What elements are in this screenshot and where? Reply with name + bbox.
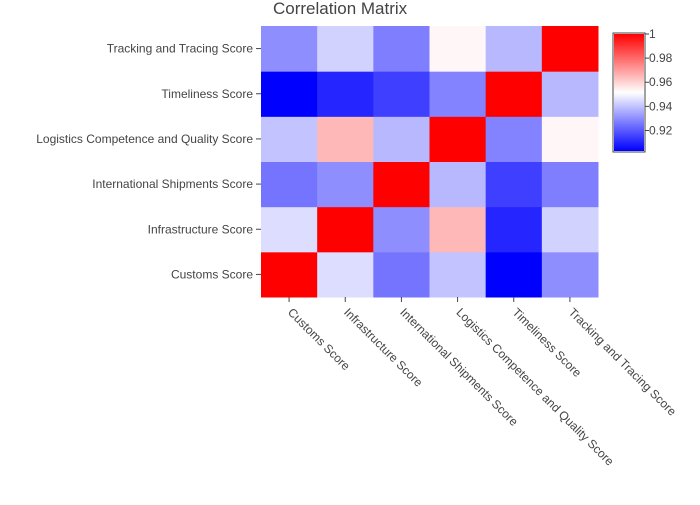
heatmap-cell [485,251,543,298]
chart-title: Correlation Matrix [273,0,408,18]
x-tick-label: International Shipments Score [397,305,521,429]
heatmap-cell [429,116,487,162]
heatmap-cell [485,206,543,253]
heatmap-cell [429,26,487,72]
heatmap-cell [261,26,318,72]
x-tick-label: Tracking and Tracing Score [566,305,680,419]
heatmap-cell [261,206,318,253]
heatmap-cell [485,71,543,117]
heatmap-cell [541,116,599,162]
heatmap-cells [261,26,599,298]
heatmap-cell [541,251,599,298]
heatmap-cell [429,206,487,253]
heatmap-cell [429,161,487,208]
heatmap-cell [373,26,430,72]
y-tick-label: Infrastructure Score [148,222,254,236]
colorbar-tick-label: 1 [649,27,656,41]
y-tick-label: Customs Score [171,267,253,281]
heatmap-cell [317,26,374,72]
colorbar-tick-label: 0.94 [649,99,673,113]
y-axis-ticks: Customs Score Infrastructure Score Interna… [36,42,261,281]
heatmap-cell [261,251,318,298]
heatmap-cell [317,116,374,162]
y-tick-label: Tracking and Tracing Score [107,42,254,56]
colorbar-tick-label: 0.98 [649,51,673,65]
colorbar-gradient [614,34,644,151]
heatmap-cell [373,206,430,253]
heatmap-cell [541,71,599,117]
heatmap-cell [373,116,430,162]
heatmap-cell [317,71,374,117]
colorbar-tick-label: 0.92 [649,123,673,137]
heatmap-cell [485,116,543,162]
colorbar: 0.92 0.94 0.96 0.98 1 [612,27,673,153]
heatmap-cell [541,206,599,253]
y-tick-label: Timeliness Score [161,87,253,101]
y-tick-label: International Shipments Score [92,177,253,191]
heatmap-cell [261,161,318,208]
heatmap-cell [373,251,430,298]
heatmap-cell [485,161,543,208]
heatmap-cell [541,161,599,208]
colorbar-tick-label: 0.96 [649,75,673,89]
heatmap-cell [317,251,374,298]
heatmap-cell [429,71,487,117]
heatmap-cell [317,206,374,253]
heatmap-cell [429,251,487,298]
heatmap-cell [485,26,543,72]
heatmap-cell [373,71,430,117]
heatmap-cell [541,26,599,72]
heatmap-cell [261,116,318,162]
heatmap-cell [317,161,374,208]
heatmap-cell [261,71,318,117]
y-tick-label: Logistics Competence and Quality Score [36,132,253,146]
heatmap-cell [373,161,430,208]
colorbar-border [612,32,646,153]
